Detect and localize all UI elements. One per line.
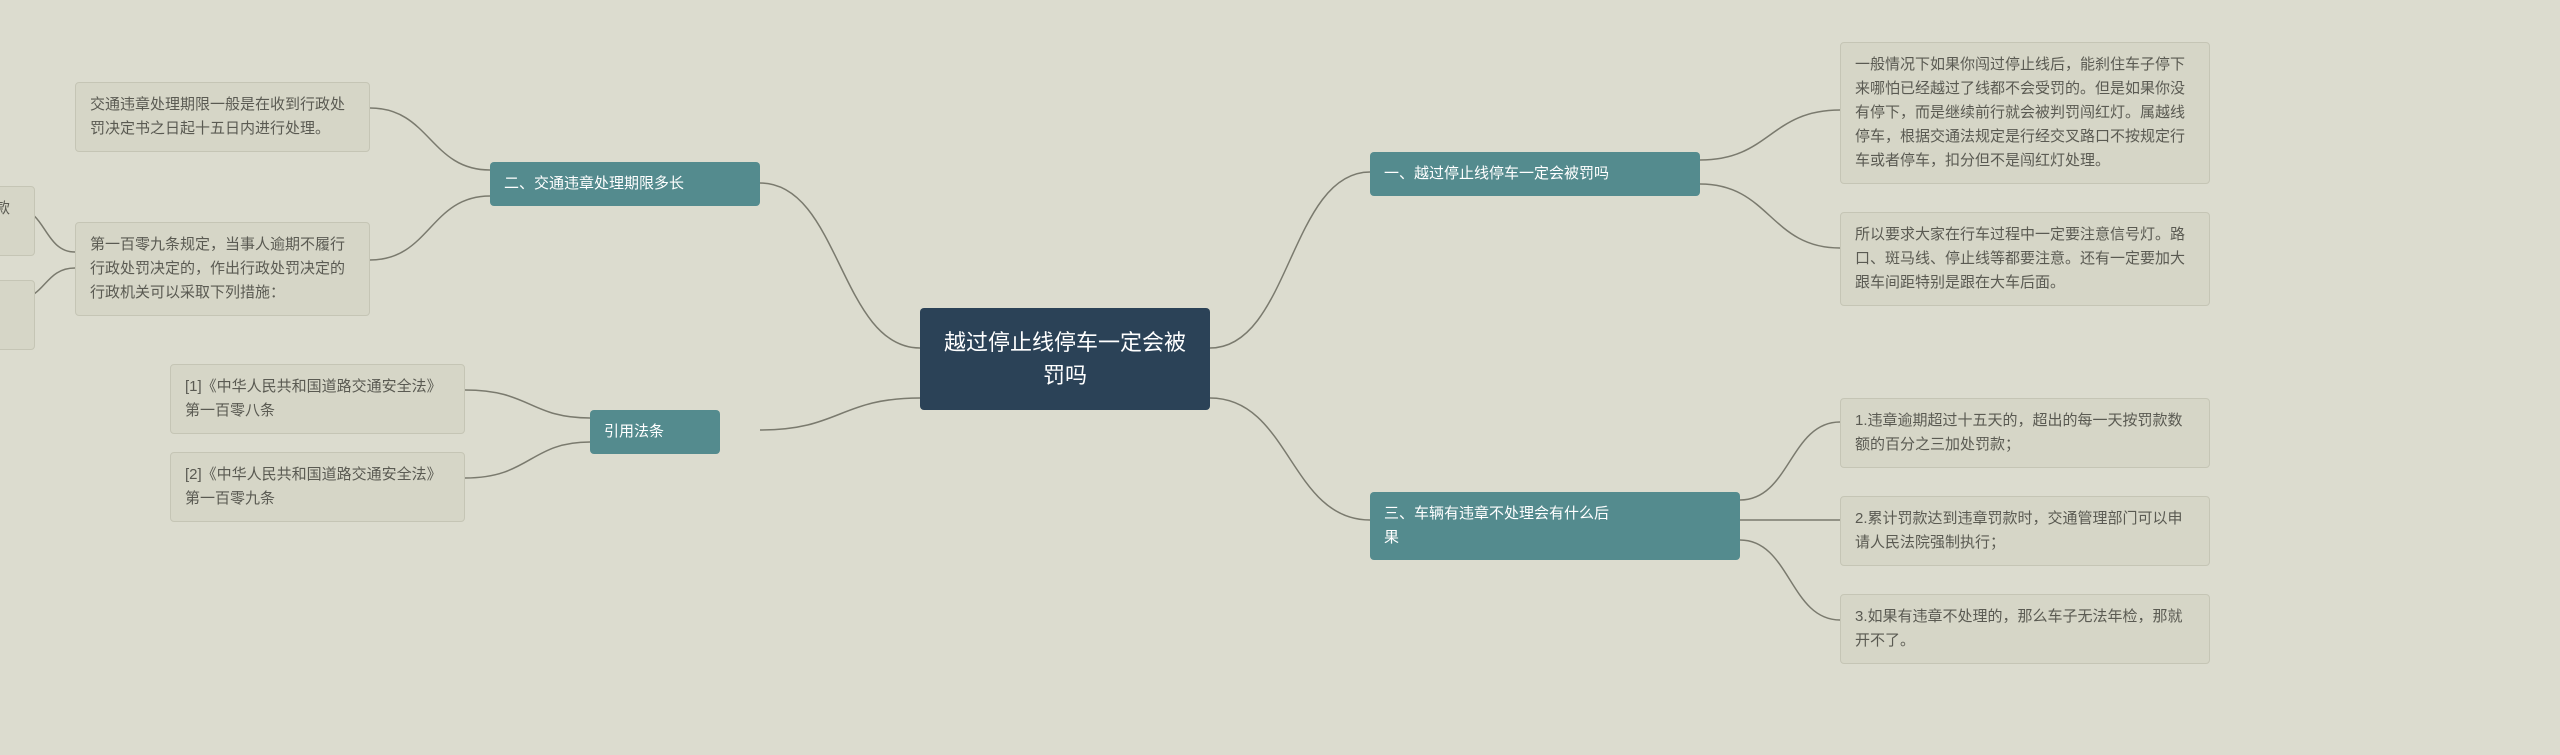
leaf-2b1: （一）到期不缴纳罚款的，每日按罚款数额的百分之三加处罚款； [0,186,35,256]
leaf-2b2: （二）申请人民法院强制执行。 [0,280,35,350]
leaf-1b-text: 所以要求大家在行车过程中一定要注意信号灯。路口、斑马线、停止线等都要注意。还有一… [1855,223,2195,295]
branch-2-label: 二、交通违章处理期限多长 [504,172,684,196]
leaf-3c: 3.如果有违章不处理的，那么车子无法年检，那就开不了。 [1840,594,2210,664]
leaf-3a-text: 1.违章逾期超过十五天的，超出的每一天按罚款数额的百分之三加处罚款； [1855,409,2195,457]
leaf-4b: [2]《中华人民共和国道路交通安全法》 第一百零九条 [170,452,465,522]
leaf-4a-text: [1]《中华人民共和国道路交通安全法》 第一百零八条 [185,375,450,423]
leaf-1a-text: 一般情况下如果你闯过停止线后，能刹住车子停下来哪怕已经越过了线都不会受罚的。但是… [1855,53,2195,173]
leaf-3b-text: 2.累计罚款达到违章罚款时，交通管理部门可以申请人民法院强制执行； [1855,507,2195,555]
leaf-2a-text: 交通违章处理期限一般是在收到行政处罚决定书之日起十五日内进行处理。 [90,93,355,141]
leaf-1a: 一般情况下如果你闯过停止线后，能刹住车子停下来哪怕已经越过了线都不会受罚的。但是… [1840,42,2210,184]
branch-4: 引用法条 [590,410,720,454]
leaf-2b-text: 第一百零九条规定，当事人逾期不履行行政处罚决定的，作出行政处罚决定的行政机关可以… [90,233,355,305]
branch-4-label: 引用法条 [604,420,664,444]
leaf-2a: 交通违章处理期限一般是在收到行政处罚决定书之日起十五日内进行处理。 [75,82,370,152]
leaf-3b: 2.累计罚款达到违章罚款时，交通管理部门可以申请人民法院强制执行； [1840,496,2210,566]
root-text: 越过停止线停车一定会被 罚吗 [944,326,1186,392]
leaf-2b: 第一百零九条规定，当事人逾期不履行行政处罚决定的，作出行政处罚决定的行政机关可以… [75,222,370,316]
branch-1-label: 一、越过停止线停车一定会被罚吗 [1384,162,1609,186]
leaf-1b: 所以要求大家在行车过程中一定要注意信号灯。路口、斑马线、停止线等都要注意。还有一… [1840,212,2210,306]
leaf-4b-text: [2]《中华人民共和国道路交通安全法》 第一百零九条 [185,463,450,511]
leaf-3c-text: 3.如果有违章不处理的，那么车子无法年检，那就开不了。 [1855,605,2195,653]
root-node: 越过停止线停车一定会被 罚吗 [920,308,1210,410]
leaf-3a: 1.违章逾期超过十五天的，超出的每一天按罚款数额的百分之三加处罚款； [1840,398,2210,468]
leaf-2b1-text: （一）到期不缴纳罚款的，每日按罚款数额的百分之三加处罚款； [0,197,20,245]
leaf-4a: [1]《中华人民共和国道路交通安全法》 第一百零八条 [170,364,465,434]
branch-1: 一、越过停止线停车一定会被罚吗 [1370,152,1700,196]
branch-3-label: 三、车辆有违章不处理会有什么后 果 [1384,502,1609,550]
branch-2: 二、交通违章处理期限多长 [490,162,760,206]
branch-3: 三、车辆有违章不处理会有什么后 果 [1370,492,1740,560]
leaf-2b2-text: （二）申请人民法院强制执行。 [0,291,20,339]
